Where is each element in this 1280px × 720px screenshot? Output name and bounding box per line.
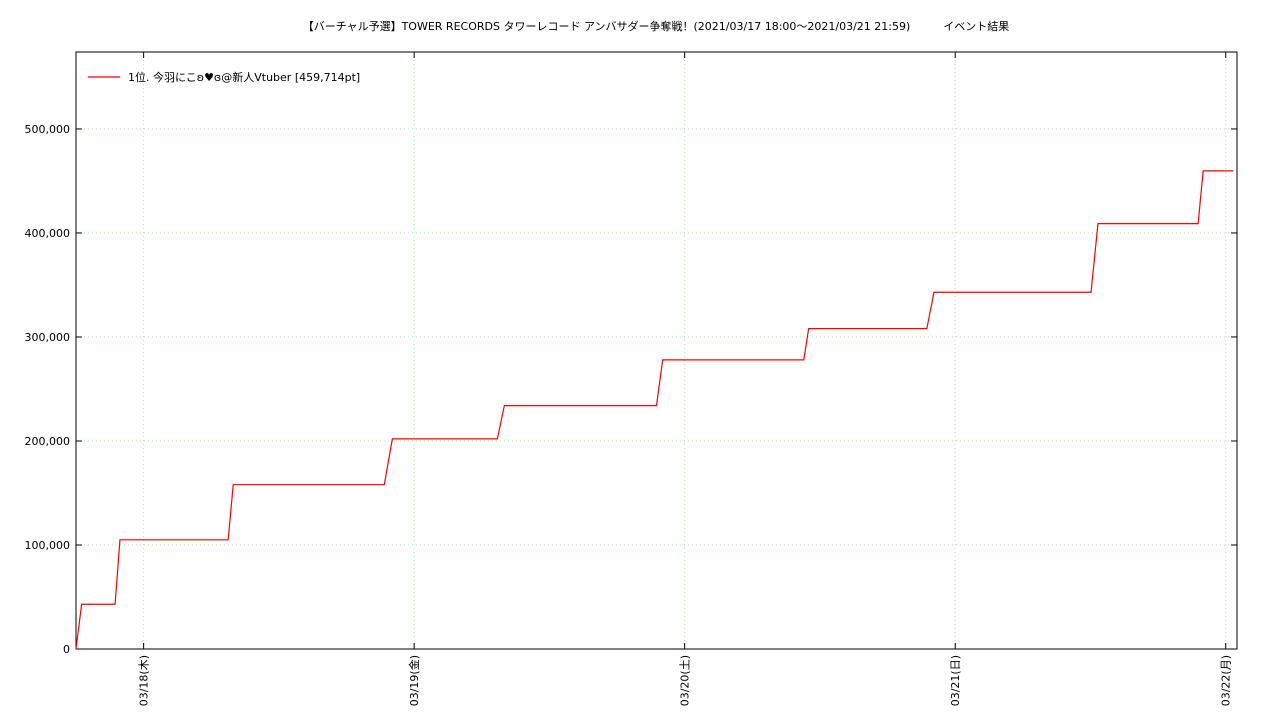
legend-label: 1位. 今羽にこʚ♥ɞ@新人Vtuber [459,714pt] — [128, 70, 360, 84]
y-tick-label: 300,000 — [25, 331, 71, 344]
plot-frame — [75, 51, 1238, 650]
x-tick-label: 03/22(月) — [1220, 655, 1233, 706]
x-tick-label: 03/21(日) — [949, 655, 962, 706]
y-tick-label: 500,000 — [25, 123, 71, 136]
x-tick-label: 03/18(木) — [138, 655, 151, 706]
x-tick-label: 03/19(金) — [407, 655, 421, 706]
y-tick-label: 0 — [63, 643, 70, 656]
y-tick-label: 400,000 — [25, 227, 71, 240]
x-tick-label: 03/20(土) — [679, 655, 692, 706]
series-line — [75, 170, 1234, 650]
y-tick-label: 200,000 — [25, 435, 71, 448]
y-tick-label: 100,000 — [25, 539, 71, 552]
chart-title: 【バーチャル予選】TOWER RECORDS タワーレコード アンバサダー争奪戦… — [303, 19, 1010, 33]
